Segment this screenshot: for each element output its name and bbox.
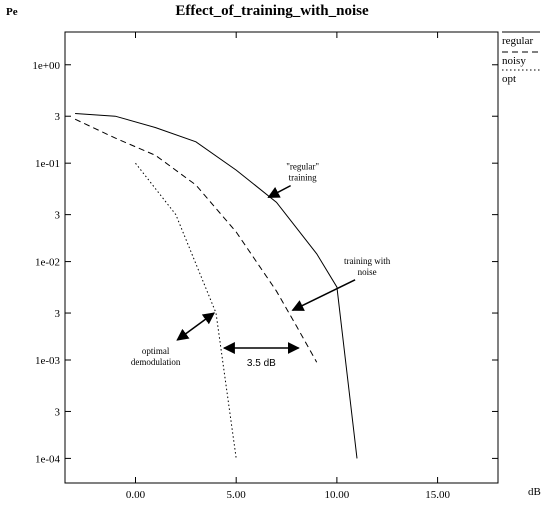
y-tick-label: 1e-03 bbox=[35, 355, 61, 367]
x-tick-label: 15.00 bbox=[425, 489, 450, 501]
gap-label: 3.5 dB bbox=[247, 358, 276, 369]
chart-title: Effect_of_training_with_noise bbox=[175, 3, 369, 19]
y-axis-label: Pe bbox=[6, 6, 18, 18]
y-tick-label: 3 bbox=[55, 210, 61, 222]
series-line-opt bbox=[135, 162, 237, 459]
legend-label-noisy: noisy bbox=[502, 55, 526, 67]
annotation-arrow bbox=[291, 279, 356, 311]
x-tick-label: 10.00 bbox=[325, 489, 350, 501]
series-layer bbox=[74, 113, 358, 459]
y-axis-ticks: 1e+00 3 1e-01 3 1e-02 3 1e-03 3 1e-04 bbox=[32, 60, 498, 465]
x-tick-label: 5.00 bbox=[227, 489, 247, 501]
x-axis-ticks: 0.00 5.00 10.00 15.00 bbox=[126, 32, 450, 501]
legend-label-opt: opt bbox=[502, 73, 516, 85]
y-tick-label: 3 bbox=[55, 111, 61, 123]
plot-frame bbox=[64, 31, 499, 484]
annotation-text: noise bbox=[358, 267, 377, 277]
annotation-text: training with bbox=[344, 256, 391, 266]
y-tick-label: 1e-01 bbox=[35, 158, 60, 170]
legend: regular noisy opt bbox=[502, 31, 540, 85]
series-line-noisy bbox=[74, 118, 318, 363]
y-tick-label: 1e+00 bbox=[32, 60, 60, 72]
legend-label-regular: regular bbox=[502, 35, 533, 47]
x-axis-label: dB bbox=[528, 486, 541, 498]
annotation-text: training bbox=[289, 173, 317, 183]
series-line-regular bbox=[75, 113, 358, 459]
annotation-arrow bbox=[267, 184, 291, 198]
y-tick-label: 1e-02 bbox=[35, 257, 60, 269]
y-tick-label: 3 bbox=[55, 406, 61, 418]
annotation-text: optimal bbox=[142, 346, 170, 356]
annotation-arrow bbox=[176, 312, 216, 341]
x-tick-label: 0.00 bbox=[126, 489, 146, 501]
y-tick-label: 3 bbox=[55, 308, 61, 320]
annotation-text: demodulation bbox=[131, 357, 181, 367]
annotation-text: "regular" bbox=[286, 162, 319, 172]
y-tick-label: 1e-04 bbox=[35, 453, 61, 465]
